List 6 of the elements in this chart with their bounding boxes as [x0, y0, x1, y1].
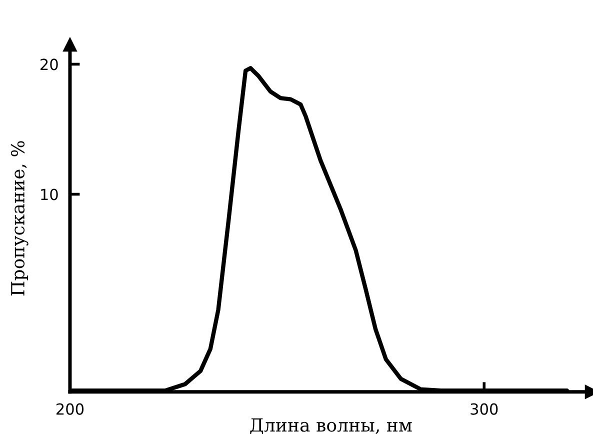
x-axis-title: Длина волны, нм — [250, 418, 412, 434]
x-tick-label: 200 — [56, 403, 84, 415]
y-tick-label: 20 — [40, 58, 58, 70]
y-axis-title: Пропускание, % — [10, 141, 28, 296]
y-tick-label: 10 — [41, 188, 58, 200]
x-tick-label: 300 — [470, 403, 498, 415]
